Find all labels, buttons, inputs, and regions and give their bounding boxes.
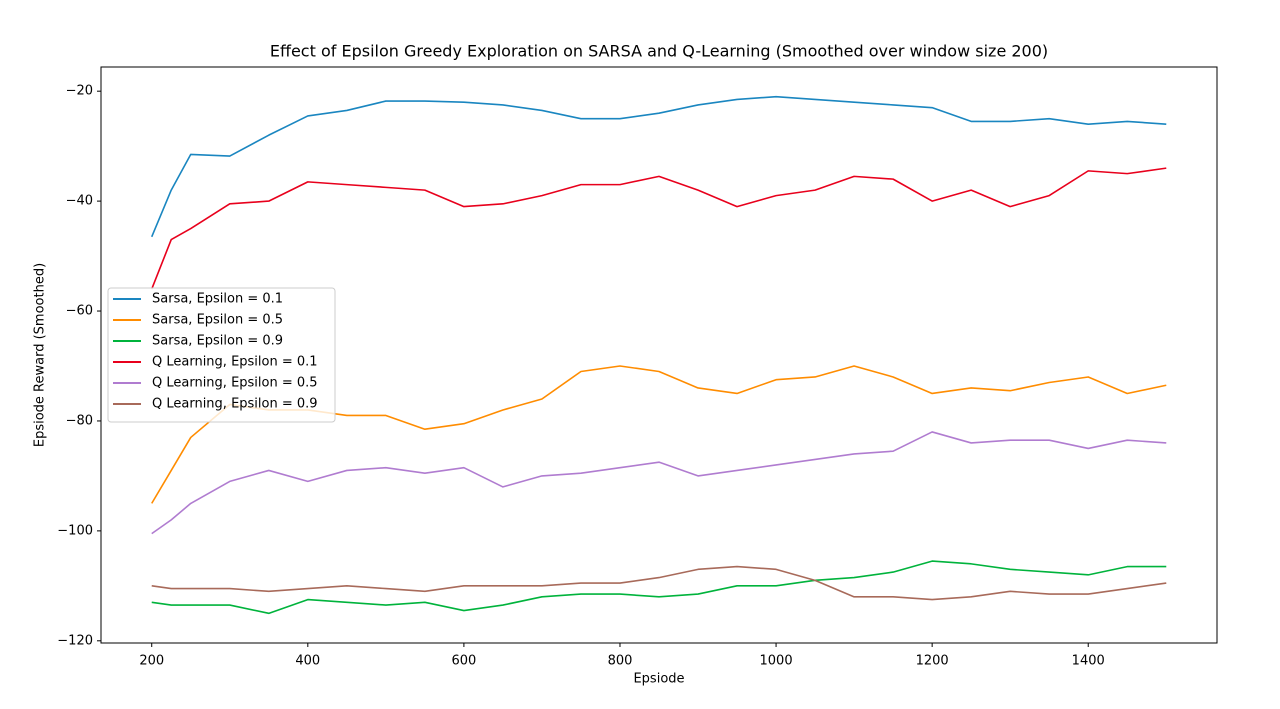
legend-label: Sarsa, Epsilon = 0.1 [152,292,283,307]
series-line [150,95,1167,238]
y-axis-label: Epsiode Reward (Smoothed) [33,263,48,447]
legend-frame [107,287,336,423]
x-tick-label: 1200 [916,654,949,669]
series-line [151,431,1167,535]
y-tick-label: −120 [57,633,93,648]
x-tick-label: 200 [139,654,164,669]
x-tick-label: 800 [608,654,633,669]
plot-frame [100,66,1218,644]
x-tick-label: 1000 [760,654,793,669]
series-line [150,167,1167,290]
legend-label: Q Learning, Epsilon = 0.5 [152,376,318,391]
series-line [151,565,1167,601]
legend-label: Q Learning, Epsilon = 0.9 [152,397,318,412]
legend-label: Q Learning, Epsilon = 0.1 [152,355,318,370]
chart-title: Effect of Epsilon Greedy Exploration on … [270,42,1048,61]
x-tick-label: 1400 [1072,654,1105,669]
series-line [151,560,1167,615]
y-tick-label: −40 [66,194,93,209]
x-tick-label: 400 [295,654,320,669]
legend-label: Sarsa, Epsilon = 0.9 [152,334,283,349]
legend-label: Sarsa, Epsilon = 0.5 [152,313,283,328]
y-tick-label: −60 [66,304,93,319]
x-tick-label: 600 [451,654,476,669]
y-tick-label: −100 [57,523,93,538]
x-axis-label: Epsiode [633,672,684,687]
y-tick-label: −80 [66,413,93,428]
y-tick-label: −20 [66,84,93,99]
